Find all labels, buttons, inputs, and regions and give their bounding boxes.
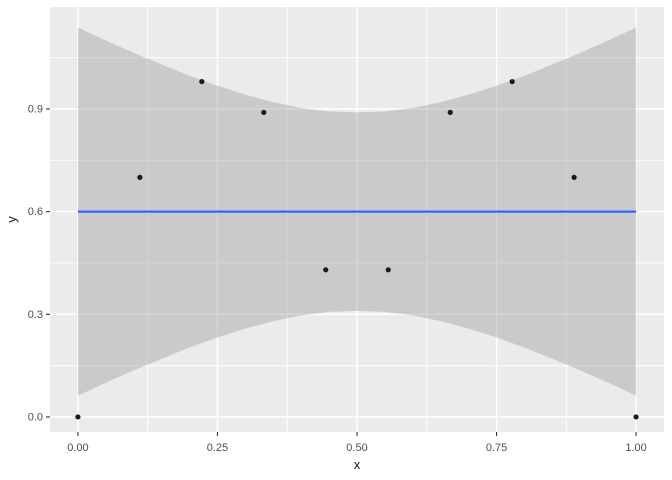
data-point [75, 414, 81, 420]
x-axis-tick-labels: 0.00 0.25 0.50 0.75 1.00 [67, 442, 647, 454]
x-tick-label: 0.25 [207, 442, 228, 454]
x-tick-label: 0.50 [346, 442, 367, 454]
x-tick-label: 1.00 [625, 442, 646, 454]
y-axis-title: y [4, 216, 19, 223]
y-tick-label: 0.9 [28, 103, 43, 115]
x-tick-label: 0.00 [67, 442, 88, 454]
data-point [633, 414, 639, 420]
data-point [509, 78, 515, 85]
data-point [571, 174, 577, 181]
x-axis-title: x [354, 457, 361, 472]
data-point [261, 109, 267, 115]
data-points [75, 78, 639, 420]
y-tick-label: 0.6 [28, 206, 43, 218]
y-tick-label: 0.3 [28, 309, 43, 321]
y-axis-tick-labels: 0.0 0.3 0.6 0.9 [28, 103, 43, 423]
data-point [137, 174, 143, 181]
y-tick-label: 0.0 [28, 411, 43, 423]
axis-tick-marks [46, 108, 637, 436]
data-point [385, 267, 391, 273]
data-point [323, 267, 329, 273]
data-point [199, 78, 205, 85]
data-point [447, 109, 453, 115]
x-tick-label: 0.75 [486, 442, 507, 454]
